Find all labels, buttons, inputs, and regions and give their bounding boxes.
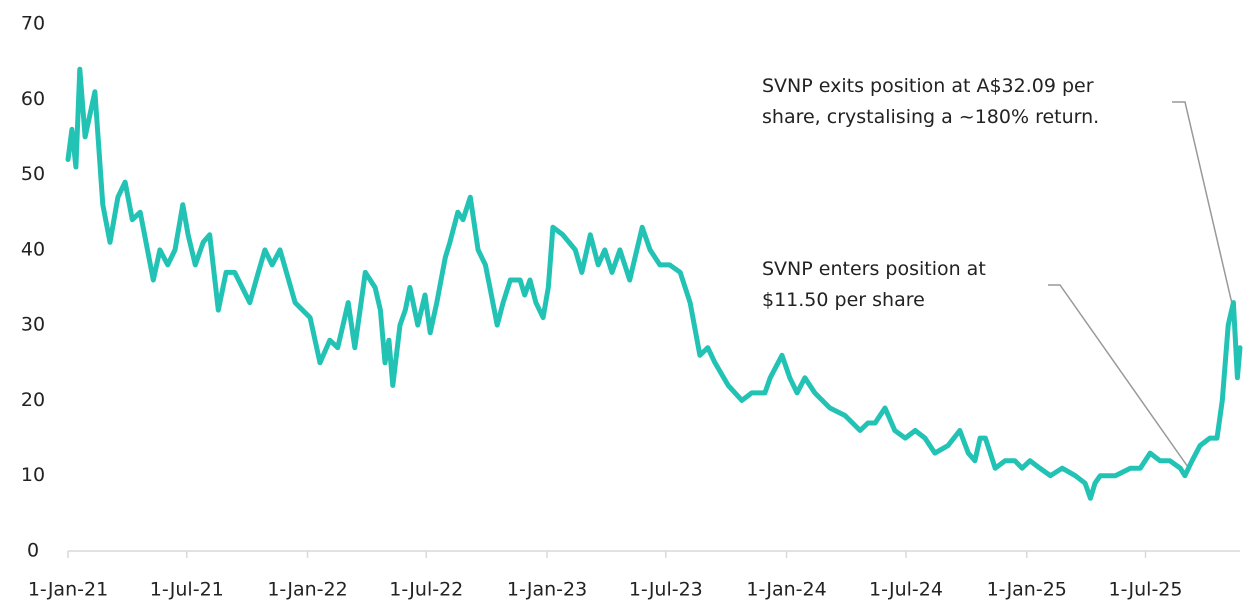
annotation: SVNP enters position at $11.50 per share: [762, 254, 986, 316]
y-tick-label: 50: [21, 163, 45, 185]
x-tick-label: 1-Jul-23: [629, 579, 703, 601]
x-tick-label: 1-Jul-25: [1109, 579, 1183, 601]
x-tick-label: 1-Jan-23: [507, 579, 587, 601]
y-tick-label: 0: [27, 540, 39, 562]
x-tick-label: 1-Jan-22: [267, 579, 347, 601]
x-tick-label: 1-Jul-21: [150, 579, 224, 601]
x-tick-label: 1-Jan-24: [746, 579, 826, 601]
annotation: SVNP exits position at A$32.09 per share…: [762, 71, 1099, 133]
x-tick-label: 1-Jul-24: [869, 579, 943, 601]
x-tick-label: 1-Jan-25: [987, 579, 1067, 601]
leader-line: [1048, 284, 1189, 468]
y-tick-label: 20: [21, 389, 45, 411]
y-tick-label: 60: [21, 88, 45, 110]
x-tick-label: 1-Jan-21: [28, 579, 108, 601]
annotation-line: SVNP enters position at: [762, 258, 986, 280]
x-tick-label: 1-Jul-22: [389, 579, 463, 601]
y-tick-label: 70: [21, 13, 45, 35]
annotation-line: share, crystalising a ~180% return.: [762, 106, 1100, 128]
y-tick-label: 40: [21, 238, 45, 260]
y-tick-label: 10: [21, 464, 45, 486]
leader-line: [1172, 101, 1234, 309]
annotation-line: SVNP exits position at A$32.09 per: [762, 75, 1094, 97]
price-line: [65, 66, 1243, 501]
y-tick-label: 30: [21, 314, 45, 336]
annotation-line: $11.50 per share: [762, 289, 925, 311]
